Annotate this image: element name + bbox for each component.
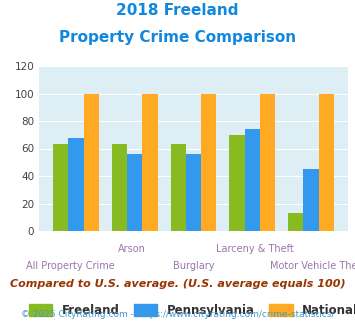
Text: All Property Crime: All Property Crime (26, 261, 114, 271)
Bar (201, 93, 217, 231)
Bar (245, 129, 260, 231)
Text: Compared to U.S. average. (U.S. average equals 100): Compared to U.S. average. (U.S. average … (10, 279, 345, 289)
Bar (303, 169, 318, 231)
Bar (260, 93, 275, 231)
Text: © 2025 CityRating.com - https://www.cityrating.com/crime-statistics/: © 2025 CityRating.com - https://www.city… (21, 310, 334, 319)
Bar (318, 93, 334, 231)
Text: Property Crime Comparison: Property Crime Comparison (59, 30, 296, 45)
Bar (186, 154, 201, 231)
Bar (53, 145, 69, 231)
Text: Motor Vehicle Theft: Motor Vehicle Theft (270, 261, 355, 271)
Legend: Freeland, Pennsylvania, National: Freeland, Pennsylvania, National (24, 300, 355, 322)
Bar (229, 135, 245, 231)
Bar (84, 93, 99, 231)
Bar (288, 213, 303, 231)
Text: 2018 Freeland: 2018 Freeland (116, 3, 239, 18)
Bar (127, 154, 142, 231)
Text: Burglary: Burglary (173, 261, 214, 271)
Bar (112, 145, 127, 231)
Bar (142, 93, 158, 231)
Bar (69, 138, 84, 231)
Text: Larceny & Theft: Larceny & Theft (216, 244, 294, 254)
Bar (170, 145, 186, 231)
Text: Arson: Arson (118, 244, 146, 254)
